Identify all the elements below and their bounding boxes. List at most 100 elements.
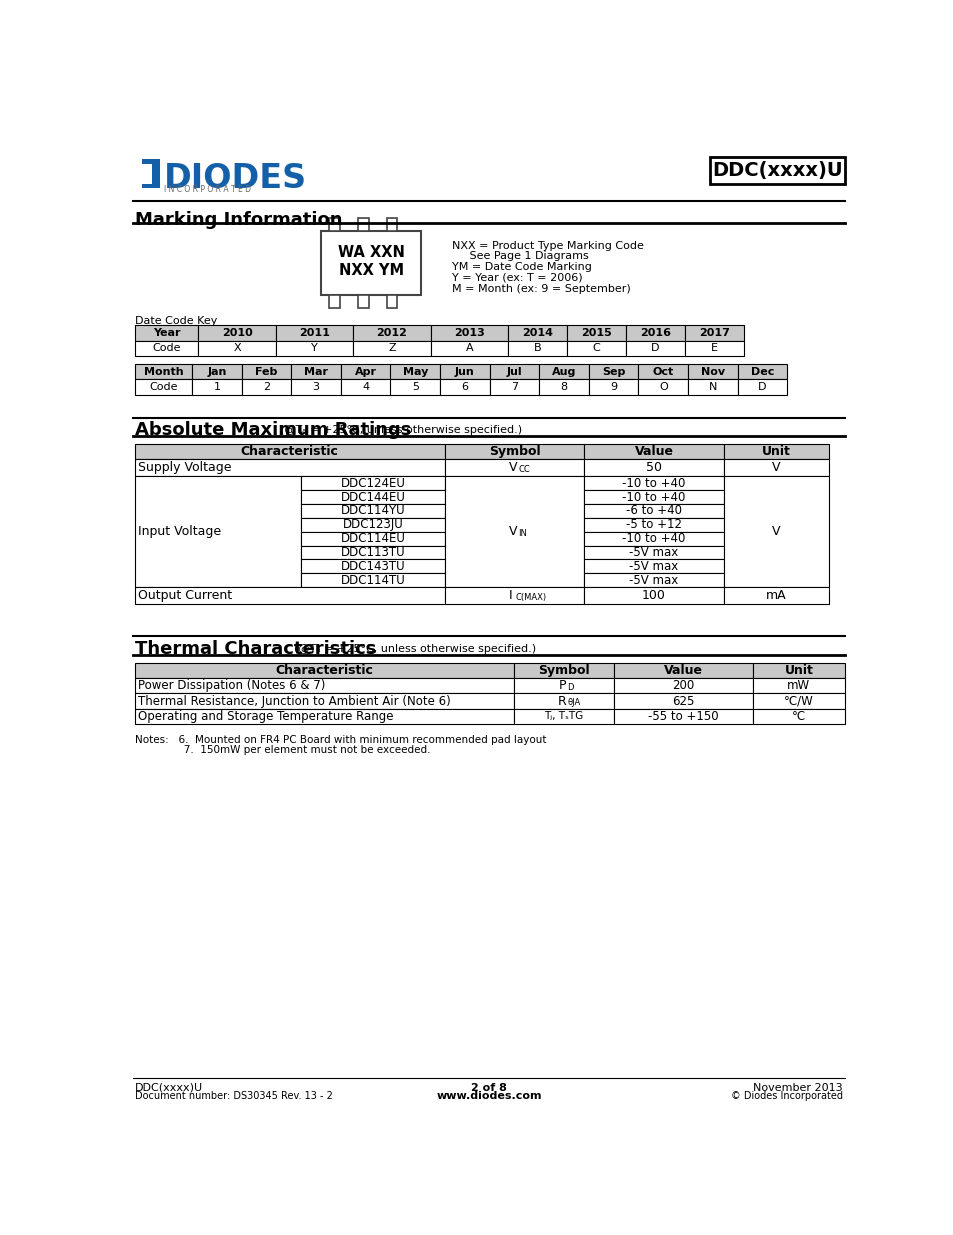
Bar (508, 325, 567, 341)
Text: -5 to +12: -5 to +12 (625, 519, 681, 531)
Bar (134, 341, 198, 356)
Text: DDC114YU: DDC114YU (340, 504, 405, 517)
Bar (583, 531, 723, 546)
Text: DDC(xxxx)U: DDC(xxxx)U (712, 161, 842, 180)
Text: 2016: 2016 (639, 329, 670, 338)
Text: I: I (508, 589, 512, 603)
Text: 2010: 2010 (221, 329, 253, 338)
Bar (723, 459, 828, 477)
Bar (514, 693, 613, 709)
Bar (301, 531, 444, 546)
Bar (514, 678, 613, 693)
Bar (638, 364, 687, 379)
Bar (301, 559, 444, 573)
Bar (320, 231, 421, 294)
Text: Jan: Jan (207, 367, 227, 377)
Bar (613, 693, 753, 709)
Bar (489, 379, 538, 395)
Bar (489, 364, 538, 379)
Text: See Page 1 Diagrams: See Page 1 Diagrams (452, 252, 589, 262)
Bar (444, 443, 583, 459)
Bar (241, 364, 291, 379)
Bar (142, 163, 152, 184)
Bar (340, 364, 390, 379)
Bar (753, 693, 843, 709)
Text: Sep: Sep (601, 367, 625, 377)
Bar (613, 709, 753, 724)
Bar (737, 379, 786, 395)
Text: -5V max: -5V max (629, 559, 678, 573)
Bar (625, 341, 684, 356)
Text: 2012: 2012 (376, 329, 407, 338)
Text: Code: Code (152, 343, 180, 353)
Bar (444, 477, 583, 587)
Text: Aug: Aug (552, 367, 576, 377)
Text: °C/W: °C/W (783, 694, 813, 708)
Bar (753, 678, 843, 693)
Text: IN: IN (517, 529, 527, 537)
Text: θJA: θJA (567, 698, 579, 708)
Text: C: C (592, 343, 599, 353)
Text: -55 to +150: -55 to +150 (647, 710, 718, 722)
Bar (583, 477, 723, 490)
Bar (583, 504, 723, 517)
Text: (@Tₐ = +25°C, unless otherwise specified.): (@Tₐ = +25°C, unless otherwise specified… (279, 425, 521, 435)
Text: D: D (567, 683, 573, 692)
Bar (723, 477, 828, 587)
Bar (134, 364, 192, 379)
Bar (625, 325, 684, 341)
Text: Value: Value (634, 445, 673, 458)
Text: Apr: Apr (355, 367, 376, 377)
Text: 2: 2 (263, 382, 270, 391)
Bar (301, 504, 444, 517)
Bar (684, 325, 743, 341)
Text: 2015: 2015 (580, 329, 612, 338)
Text: Jun: Jun (455, 367, 475, 377)
Text: M = Month (ex: 9 = September): M = Month (ex: 9 = September) (452, 284, 631, 294)
Text: Marking Information: Marking Information (134, 211, 342, 230)
Text: -6 to +40: -6 to +40 (625, 504, 681, 517)
Bar (723, 443, 828, 459)
Bar (588, 364, 638, 379)
Text: R: R (558, 694, 566, 708)
Bar (301, 546, 444, 559)
Text: DIODES: DIODES (164, 162, 307, 195)
Bar (301, 573, 444, 587)
Text: Symbol: Symbol (488, 445, 539, 458)
Text: V: V (508, 461, 517, 474)
Text: Thermal Resistance, Junction to Ambient Air (Note 6): Thermal Resistance, Junction to Ambient … (137, 694, 450, 708)
Bar (198, 341, 275, 356)
Bar (508, 341, 567, 356)
Bar (583, 587, 723, 604)
Bar (613, 678, 753, 693)
Text: Thermal Characteristics: Thermal Characteristics (134, 640, 375, 658)
Text: Oct: Oct (652, 367, 673, 377)
Bar (340, 379, 390, 395)
Text: Supply Voltage: Supply Voltage (137, 461, 232, 474)
Text: D: D (758, 382, 766, 391)
Text: Code: Code (149, 382, 177, 391)
Bar (134, 678, 514, 693)
Bar (583, 546, 723, 559)
Bar (386, 217, 397, 231)
Text: P: P (558, 679, 566, 692)
Text: Z: Z (388, 343, 395, 353)
Text: 8: 8 (560, 382, 567, 391)
Bar (737, 364, 786, 379)
Text: Month: Month (144, 367, 183, 377)
Text: 1: 1 (213, 382, 220, 391)
Text: C(MAX): C(MAX) (515, 593, 546, 601)
Bar (567, 325, 625, 341)
Text: Jul: Jul (506, 367, 521, 377)
Bar (134, 587, 444, 604)
Text: (@Tₐ = +25°C, unless otherwise specified.): (@Tₐ = +25°C, unless otherwise specified… (294, 643, 536, 653)
Text: DDC143TU: DDC143TU (340, 559, 405, 573)
Bar (198, 325, 275, 341)
Bar (357, 217, 369, 231)
Bar (687, 364, 737, 379)
Text: 6: 6 (461, 382, 468, 391)
Bar (439, 379, 489, 395)
Bar (329, 294, 340, 309)
Text: V: V (508, 525, 517, 538)
Text: NXX YM: NXX YM (338, 263, 403, 278)
